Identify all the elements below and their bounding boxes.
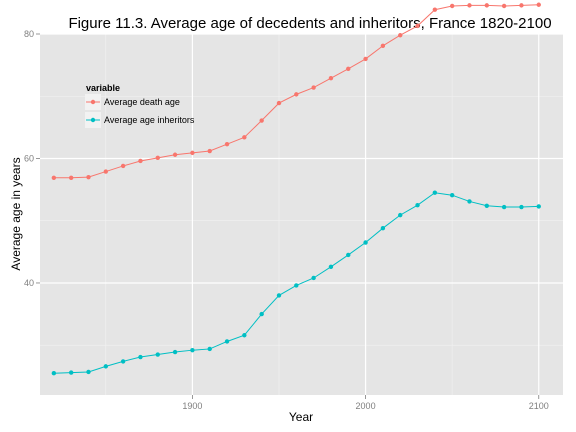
- data-point: [86, 369, 91, 375]
- data-point: [120, 359, 126, 364]
- data-point: [449, 3, 455, 9]
- data-point: [276, 100, 282, 106]
- legend-key-point: [90, 117, 96, 123]
- axis-tick-labels: 1900 2000 2100 40 60 80: [24, 29, 549, 411]
- data-point: [346, 252, 351, 258]
- data-point: [467, 3, 472, 8]
- axis-ticks: [36, 33, 540, 399]
- data-point: [536, 204, 541, 209]
- data-point: [536, 2, 541, 7]
- data-point: [138, 354, 143, 360]
- series-1: [51, 2, 541, 180]
- data-point: [172, 349, 178, 355]
- x-tick-label: 2100: [529, 401, 549, 411]
- data-point: [484, 3, 490, 8]
- data-point: [398, 33, 403, 38]
- legend-label: Average age inheritors: [104, 115, 195, 125]
- data-point: [138, 158, 143, 164]
- data-point: [328, 75, 334, 81]
- data-point: [294, 283, 299, 288]
- y-tick-label: 60: [24, 153, 34, 163]
- data-point: [501, 3, 507, 9]
- data-point: [467, 199, 472, 204]
- data-point: [155, 352, 160, 357]
- data-point: [311, 275, 316, 281]
- data-point: [242, 333, 247, 338]
- data-point: [172, 152, 178, 157]
- data-point: [415, 23, 420, 29]
- data-point: [155, 155, 160, 161]
- data-point: [259, 311, 264, 317]
- data-point: [276, 293, 282, 298]
- data-point: [501, 204, 507, 210]
- data-point: [363, 240, 368, 245]
- data-point: [190, 150, 195, 156]
- data-point: [415, 202, 420, 208]
- series-2: [51, 190, 541, 376]
- data-point: [207, 346, 212, 352]
- data-point: [51, 175, 57, 180]
- legend-item: Average death age: [85, 94, 180, 110]
- legend-key-point: [90, 99, 96, 105]
- data-point: [432, 190, 438, 195]
- data-point: [519, 204, 524, 210]
- y-axis-title: Average age in years: [9, 157, 23, 270]
- legend-label: Average death age: [104, 97, 180, 107]
- data-point: [519, 3, 524, 8]
- series-layer: [51, 2, 541, 376]
- data-point: [432, 7, 438, 12]
- data-point: [311, 85, 316, 90]
- data-point: [449, 193, 455, 198]
- plot-panel: [40, 34, 563, 395]
- y-tick-label: 40: [24, 278, 34, 288]
- data-point: [380, 225, 386, 231]
- data-point: [224, 339, 230, 344]
- data-point: [259, 118, 264, 123]
- x-tick-label: 1900: [182, 401, 202, 411]
- data-point: [103, 169, 109, 174]
- data-point: [380, 43, 386, 49]
- data-point: [328, 264, 334, 269]
- data-point: [68, 370, 74, 375]
- data-point: [398, 212, 403, 218]
- data-point: [103, 364, 109, 369]
- legend-item: Average age inheritors: [85, 112, 195, 128]
- data-point: [68, 175, 74, 180]
- minor-gridlines: [40, 34, 563, 395]
- data-point: [484, 203, 490, 208]
- x-tick-label: 2000: [356, 401, 376, 411]
- chart-title: Figure 11.3. Average age of decedents an…: [68, 15, 551, 32]
- data-point: [363, 56, 368, 62]
- data-point: [224, 141, 230, 147]
- data-point: [242, 135, 247, 140]
- data-point: [120, 163, 126, 169]
- data-point: [51, 371, 57, 376]
- data-point: [190, 347, 195, 353]
- data-point: [346, 66, 351, 72]
- x-axis-title: Year: [289, 410, 313, 424]
- y-tick-label: 80: [24, 29, 34, 39]
- legend: variable Average death age Average age in…: [85, 83, 195, 128]
- data-point: [207, 148, 212, 154]
- data-point: [86, 174, 91, 180]
- legend-title: variable: [86, 83, 120, 93]
- data-point: [294, 92, 299, 97]
